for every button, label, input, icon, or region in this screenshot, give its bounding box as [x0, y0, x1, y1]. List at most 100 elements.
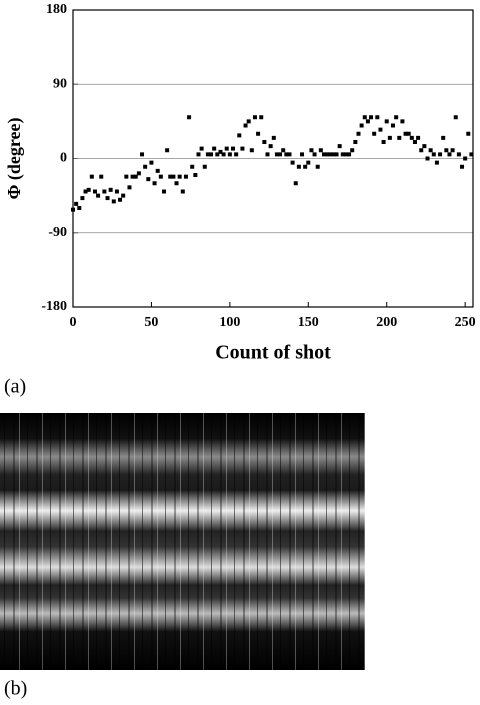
point — [397, 135, 402, 140]
point — [121, 193, 126, 198]
point — [237, 133, 242, 138]
point — [199, 146, 204, 151]
point — [296, 164, 301, 169]
point — [146, 177, 151, 182]
point — [252, 115, 257, 120]
point — [290, 160, 295, 165]
point — [249, 148, 254, 153]
point — [218, 149, 223, 154]
point — [431, 152, 436, 157]
point — [158, 174, 163, 179]
point — [453, 115, 458, 120]
point — [187, 115, 192, 120]
x-tick-label: 50 — [144, 315, 158, 330]
point — [438, 152, 443, 157]
x-tick-label: 250 — [455, 315, 476, 330]
point — [375, 115, 380, 120]
point — [406, 131, 411, 136]
point — [149, 160, 154, 165]
caption-a: (a) — [4, 376, 26, 398]
point — [378, 127, 383, 132]
point — [384, 119, 389, 124]
point — [362, 115, 367, 120]
y-tick-label: -180 — [41, 299, 67, 314]
point — [416, 135, 421, 140]
point — [224, 146, 229, 151]
point — [127, 185, 132, 190]
y-tick-label: -90 — [48, 225, 67, 240]
point — [259, 115, 264, 120]
y-tick-label: 90 — [53, 76, 67, 91]
point — [246, 119, 251, 124]
point — [466, 131, 471, 136]
y-tick-label: 180 — [46, 2, 67, 17]
point — [274, 152, 279, 157]
point — [284, 152, 289, 157]
x-tick-label: 200 — [376, 315, 397, 330]
point — [209, 152, 214, 157]
point — [450, 148, 455, 153]
point — [180, 189, 185, 194]
point — [359, 123, 364, 128]
point — [444, 148, 449, 153]
point — [303, 164, 308, 169]
point — [165, 148, 170, 153]
point — [422, 144, 427, 149]
y-axis-label: Φ (degree) — [4, 117, 25, 199]
point — [403, 131, 408, 136]
point — [105, 196, 110, 201]
point — [441, 135, 446, 140]
point — [325, 152, 330, 157]
point — [334, 152, 339, 157]
point — [331, 152, 336, 157]
point — [321, 152, 326, 157]
point — [337, 144, 342, 149]
point — [183, 174, 188, 179]
point — [234, 152, 239, 157]
point — [256, 131, 261, 136]
point — [114, 189, 119, 194]
point — [77, 206, 82, 210]
x-tick-label: 150 — [298, 315, 319, 330]
point — [340, 152, 345, 157]
point — [231, 146, 235, 151]
point — [108, 187, 113, 192]
point — [196, 152, 201, 157]
point — [143, 164, 148, 169]
point — [133, 174, 138, 179]
point — [265, 152, 270, 157]
point — [124, 174, 129, 179]
point — [318, 148, 323, 153]
point — [287, 152, 292, 157]
point — [350, 148, 355, 153]
point — [268, 144, 273, 149]
point — [434, 160, 439, 165]
point — [136, 171, 141, 176]
point — [353, 140, 358, 144]
point — [111, 199, 116, 204]
point — [347, 152, 352, 157]
point — [428, 148, 433, 153]
point — [309, 148, 314, 153]
point — [315, 164, 320, 169]
point — [155, 168, 160, 173]
point — [312, 152, 317, 157]
point — [130, 174, 135, 179]
point — [102, 189, 107, 194]
point — [161, 189, 166, 194]
point — [306, 160, 311, 165]
point — [394, 115, 399, 120]
point — [215, 152, 220, 157]
point — [328, 152, 333, 157]
y-tick-label: 0 — [60, 151, 67, 166]
point — [83, 189, 88, 194]
point — [412, 140, 417, 144]
point — [152, 181, 157, 186]
point — [387, 135, 392, 140]
point — [99, 174, 104, 179]
point — [456, 152, 461, 157]
point — [356, 131, 361, 136]
point — [262, 140, 267, 144]
point — [71, 207, 75, 212]
point — [80, 196, 85, 201]
